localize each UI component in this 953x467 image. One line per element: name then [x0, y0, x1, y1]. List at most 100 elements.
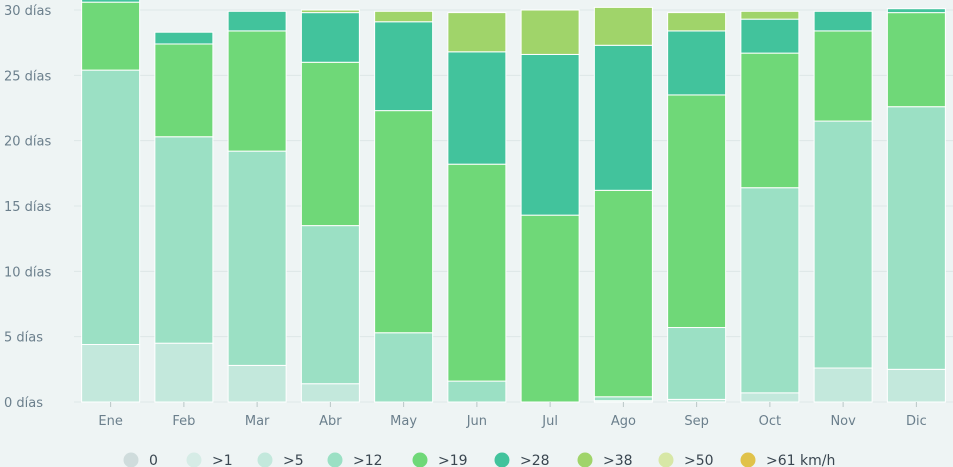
x-tick-label: Ago — [611, 414, 636, 429]
x-tick-label: Sep — [684, 414, 709, 429]
bar-segment — [886, 106, 946, 370]
y-tick-label: 30 días — [4, 4, 52, 19]
bar-segment — [667, 12, 727, 32]
bar-segment — [300, 9, 360, 14]
bar-segment — [227, 30, 287, 152]
bar-segment — [374, 10, 434, 23]
x-tick-label: Jul — [541, 414, 558, 429]
bar-segment — [374, 21, 434, 112]
legend-swatch — [740, 452, 756, 467]
legend-label: 0 — [149, 453, 158, 467]
x-tick-label: Nov — [830, 414, 856, 429]
legend-item[interactable]: >1 — [186, 452, 233, 467]
y-axis: 0 días 5 días 10 días 15 días 20 días 25 días… — [4, 4, 52, 411]
bar-segment — [593, 396, 653, 402]
bar-segment — [813, 10, 873, 32]
bar-segment — [300, 12, 360, 63]
legend-item[interactable]: >12 — [327, 452, 383, 467]
bar-segment — [740, 10, 800, 20]
x-tick-label: Oct — [759, 414, 781, 429]
legend-label: >12 — [353, 453, 383, 467]
legend-label: >1 — [212, 453, 233, 467]
y-tick-label: 10 días — [4, 265, 52, 280]
bar-segment — [886, 8, 946, 14]
y-tick-label: 20 días — [4, 135, 52, 150]
bar-segment — [740, 392, 800, 403]
bar-segment — [447, 163, 507, 382]
legend-item[interactable]: >5 — [257, 452, 304, 467]
bar-segment — [520, 53, 580, 216]
x-tick-label: Abr — [319, 414, 342, 429]
legend-swatch — [186, 452, 202, 467]
legend-item[interactable]: >38 — [577, 452, 633, 467]
legend-swatch — [327, 452, 343, 467]
y-tick-label: 5 días — [4, 331, 43, 346]
bar-segment — [154, 31, 214, 45]
bar-segment — [813, 367, 873, 403]
bar-segment — [813, 30, 873, 122]
legend-item[interactable]: >61 km/h — [740, 452, 836, 467]
legend-label: >38 — [603, 453, 633, 467]
bar-segment — [81, 344, 141, 403]
bar-segment — [154, 136, 214, 344]
bar-segment — [667, 94, 727, 329]
bar-segment — [300, 225, 360, 385]
legend-swatch — [494, 452, 510, 467]
legend-label: >28 — [520, 453, 550, 467]
legend-label: >61 km/h — [766, 453, 835, 467]
legend-swatch — [577, 452, 593, 467]
bar-segment — [374, 110, 434, 334]
bar-segment — [520, 9, 580, 55]
bar-segment — [81, 0, 141, 3]
x-tick-label: Dic — [906, 414, 927, 429]
legend-label: >50 — [684, 453, 714, 467]
x-tick-label: Mar — [245, 414, 270, 429]
bars — [81, 0, 946, 403]
legend-item[interactable]: >50 — [658, 452, 714, 467]
legend-swatch — [412, 452, 428, 467]
bar-segment — [154, 43, 214, 138]
bar-segment — [81, 1, 141, 71]
legend-swatch — [123, 452, 139, 467]
y-tick-label: 25 días — [4, 69, 52, 84]
bar-segment — [81, 69, 141, 346]
bar-segment — [227, 10, 287, 32]
bar-segment — [667, 30, 727, 96]
bar-segment — [886, 12, 946, 108]
bar-segment — [154, 342, 214, 403]
x-tick-label: Feb — [172, 414, 195, 429]
bar-segment — [740, 187, 800, 394]
bar-segment — [300, 383, 360, 403]
x-tick-label: Jun — [466, 414, 487, 429]
bar-segment — [447, 380, 507, 403]
y-tick-label: 0 días — [4, 396, 43, 411]
bar-segment — [447, 51, 507, 165]
bar-segment — [740, 52, 800, 189]
bar-segment — [447, 12, 507, 53]
bar-segment — [300, 61, 360, 227]
y-tick-label: 15 días — [4, 200, 52, 215]
legend-item[interactable]: >19 — [412, 452, 468, 467]
legend-label: >5 — [283, 453, 304, 467]
grid-lines — [74, 9, 953, 403]
bar-segment — [227, 364, 287, 403]
bar-segment — [520, 214, 580, 403]
bar-segment — [593, 6, 653, 46]
x-tick-label: May — [390, 414, 417, 429]
legend-label: >19 — [438, 453, 468, 467]
legend-swatch — [658, 452, 674, 467]
bar-segment — [227, 150, 287, 366]
legend-item[interactable]: 0 — [123, 452, 158, 467]
legend-item[interactable]: >28 — [494, 452, 550, 467]
bar-segment — [374, 332, 434, 403]
x-tick-label: Ene — [98, 414, 122, 429]
bar-segment — [593, 44, 653, 191]
x-axis: Ene Feb Mar Abr May Jun Jul Ago Sep Oct Nov Dic — [98, 402, 927, 429]
legend-swatch — [257, 452, 273, 467]
bar-segment — [740, 18, 800, 54]
bar-segment — [667, 327, 727, 400]
bar-segment — [886, 368, 946, 403]
bar-segment — [813, 120, 873, 369]
legend: 0 >1 >5 >12 >19 >28 >38 >50 >61 km/h — [123, 452, 836, 467]
